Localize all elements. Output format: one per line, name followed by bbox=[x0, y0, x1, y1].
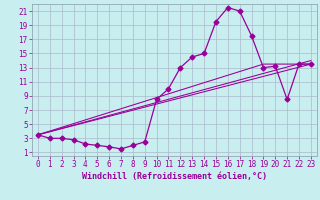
X-axis label: Windchill (Refroidissement éolien,°C): Windchill (Refroidissement éolien,°C) bbox=[82, 172, 267, 181]
